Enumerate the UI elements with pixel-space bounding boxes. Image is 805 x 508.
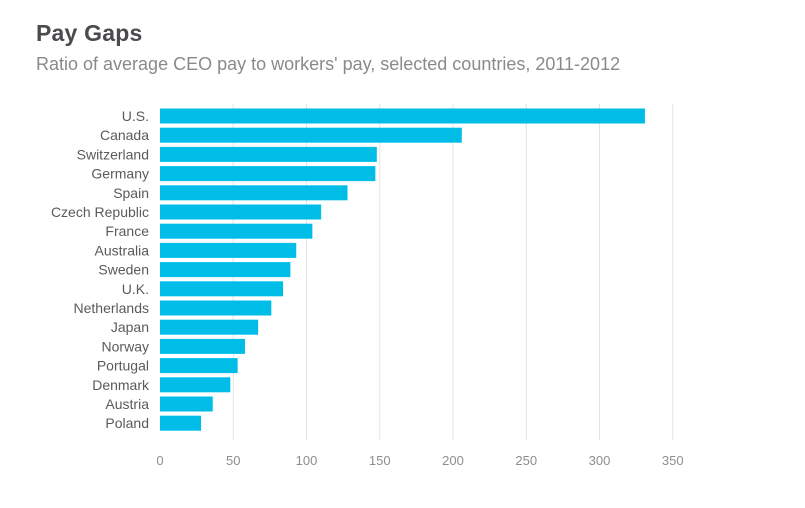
category-label: Netherlands <box>74 300 150 316</box>
category-label: Czech Republic <box>51 204 149 220</box>
category-labels: U.S. Canada Switzerland Germany Spain Czech R… <box>51 108 150 431</box>
bar-norway <box>160 338 245 354</box>
category-label: Canada <box>100 127 149 143</box>
bar-canada <box>160 127 462 143</box>
category-label: Austria <box>105 396 149 412</box>
bar-netherlands <box>160 300 272 316</box>
x-axis-ticks: 0 50 100 150 200 250 300 350 <box>156 453 683 468</box>
x-tick-label: 150 <box>369 453 391 468</box>
category-label: Japan <box>111 319 149 335</box>
x-tick-label: 100 <box>296 453 318 468</box>
bar-austria <box>160 396 213 412</box>
chart-title: Pay Gaps <box>36 20 143 46</box>
x-tick-label: 200 <box>442 453 464 468</box>
chart-subtitle: Ratio of average CEO pay to workers' pay… <box>36 54 621 74</box>
bar-spain <box>160 185 348 201</box>
category-label: Denmark <box>92 377 150 393</box>
bar-layer <box>160 108 645 431</box>
category-label: Switzerland <box>77 146 149 162</box>
bar-u-s <box>160 108 645 124</box>
x-tick-label: 350 <box>662 453 684 468</box>
category-label: Portugal <box>97 358 149 374</box>
bar-france <box>160 223 313 239</box>
x-tick-label: 50 <box>226 453 240 468</box>
category-label: Poland <box>105 415 149 431</box>
bar-portugal <box>160 358 238 374</box>
x-tick-label: 300 <box>589 453 611 468</box>
bar-denmark <box>160 377 231 393</box>
bar-switzerland <box>160 146 377 162</box>
category-label: Norway <box>102 338 149 354</box>
category-label: France <box>105 223 149 239</box>
bar-germany <box>160 166 376 182</box>
bar-sweden <box>160 262 291 278</box>
category-label: Germany <box>91 166 149 182</box>
category-label: Spain <box>113 185 149 201</box>
x-tick-label: 0 <box>156 453 163 468</box>
x-tick-label: 250 <box>515 453 537 468</box>
bar-u-k <box>160 281 284 297</box>
category-label: U.K. <box>122 281 149 297</box>
bar-czech-republic <box>160 204 322 220</box>
category-label: Australia <box>95 242 150 258</box>
category-label: Sweden <box>98 262 149 278</box>
category-label: U.S. <box>122 108 149 124</box>
bar-japan <box>160 319 259 335</box>
bar-australia <box>160 242 297 258</box>
bar-poland <box>160 415 202 431</box>
